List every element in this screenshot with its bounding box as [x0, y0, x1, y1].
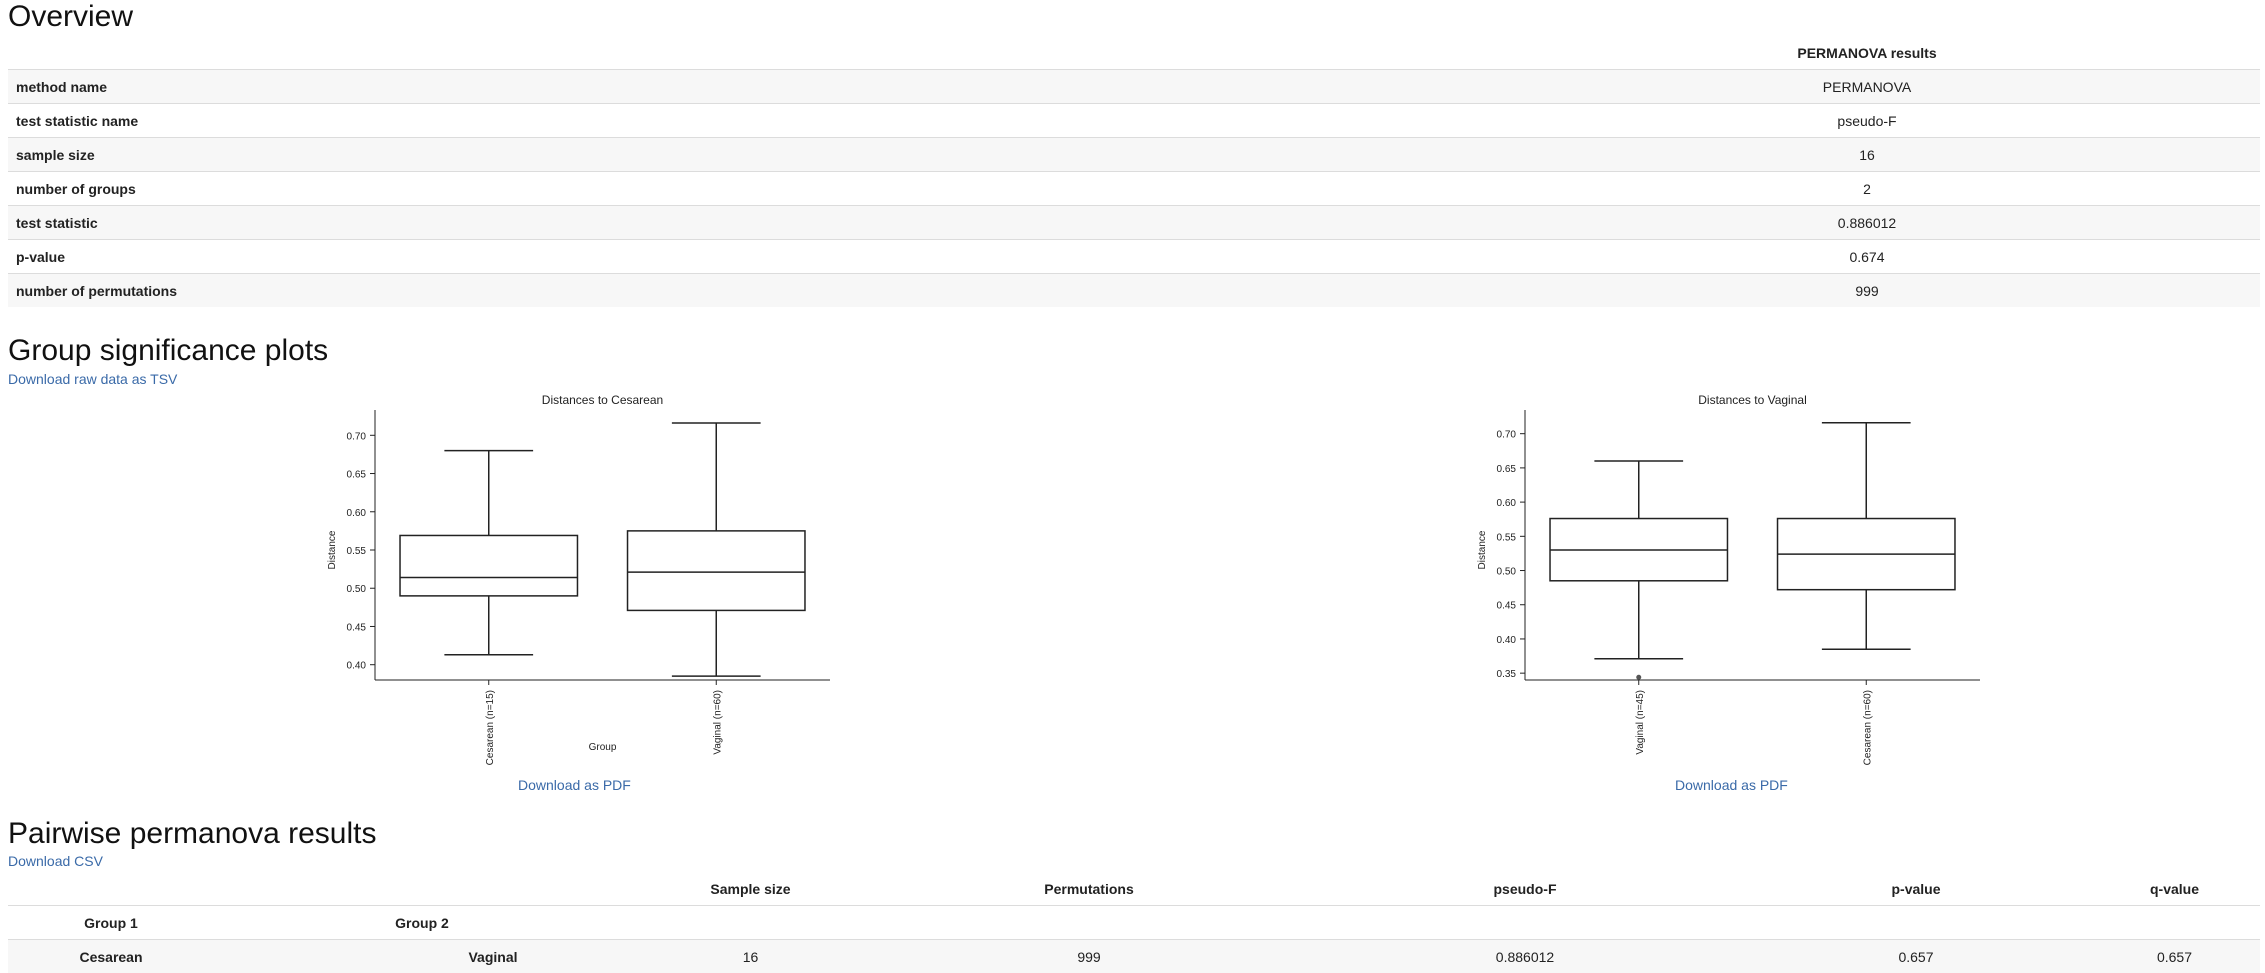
y-tick-label: 0.70: [1497, 430, 1517, 441]
overview-key: number of groups: [8, 171, 1474, 206]
overview-key: sample size: [8, 137, 1474, 172]
y-axis-label: Distance: [1477, 530, 1488, 569]
y-tick-label: 0.55: [347, 546, 367, 557]
overview-title: Overview: [8, 0, 134, 33]
y-tick-label: 0.50: [347, 584, 367, 595]
overview-value: 0.674: [1474, 239, 2260, 274]
cell-q-value: 0.657: [2089, 939, 2260, 973]
y-tick-label: 0.65: [347, 470, 367, 481]
outlier-point: [1636, 674, 1642, 680]
overview-value: 0.886012: [1474, 205, 2260, 240]
pairwise-title: Pairwise permanova results: [8, 817, 377, 850]
y-tick-label: 0.50: [1497, 567, 1517, 578]
overview-column-header: PERMANOVA results: [1797, 44, 1937, 61]
table-row: number of groups 2: [8, 171, 2260, 206]
y-tick-label: 0.60: [347, 508, 367, 519]
cell-permutations: 999: [871, 939, 1307, 973]
overview-key: number of permutations: [8, 273, 1474, 307]
download-tsv-link[interactable]: Download raw data as TSV: [8, 371, 178, 387]
table-row: test statistic name pseudo-F: [8, 103, 2260, 138]
cell-group1: Cesarean: [8, 939, 214, 973]
y-tick-label: 0.40: [347, 661, 367, 672]
x-tick-label: Vaginal (n=45): [1635, 690, 1646, 755]
cell-p-value: 0.657: [1743, 939, 2089, 973]
download-pdf-link-vaginal[interactable]: Download as PDF: [1675, 777, 1788, 793]
pairwise-header-row: Sample size Permutations pseudo-F p-valu…: [8, 872, 2260, 906]
table-row: p-value 0.674: [8, 239, 2260, 274]
y-axis-label: Distance: [327, 530, 338, 569]
table-row: test statistic 0.886012: [8, 205, 2260, 240]
x-tick-label: Vaginal (n=60): [712, 690, 723, 755]
y-tick-label: 0.55: [1497, 532, 1517, 543]
y-tick-label: 0.45: [347, 622, 367, 633]
chart-title: Distances to Vaginal: [1698, 393, 1807, 407]
box-iqr: [626, 530, 806, 612]
chart-title: Distances to Cesarean: [542, 393, 663, 407]
header-group2: Group 2: [214, 905, 630, 940]
overview-key: method name: [8, 69, 1474, 104]
boxplot-vaginal: Distances to Vaginal 0.35 0.40 0.45 0.50 0.55…: [1477, 393, 1980, 765]
y-tick-label: 0.45: [1497, 601, 1517, 612]
table-row: method name PERMANOVA: [8, 69, 2260, 104]
cell-group2: Vaginal: [214, 939, 630, 973]
cell-sample-size: 16: [630, 939, 871, 973]
cell-pseudo-f: 0.886012: [1307, 939, 1743, 973]
download-csv-link[interactable]: Download CSV: [8, 853, 103, 869]
header-q-value: q-value: [2149, 880, 2199, 897]
x-axis-label: Group: [589, 742, 617, 753]
y-tick-label: 0.40: [1497, 635, 1517, 646]
overview-key: test statistic name: [8, 103, 1474, 138]
x-tick-label: Cesarean (n=60): [1862, 690, 1873, 765]
x-tick-label: Cesarean (n=15): [485, 690, 496, 765]
header-permutations: Permutations: [1044, 880, 1134, 897]
download-pdf-link-cesarean[interactable]: Download as PDF: [518, 777, 631, 793]
y-tick-label: 0.65: [1497, 464, 1517, 475]
y-tick-label: 0.35: [1497, 669, 1517, 680]
header-p-value: p-value: [1891, 880, 1941, 897]
overview-table: PERMANOVA results method name PERMANOVA t…: [8, 36, 2260, 307]
overview-header-row: PERMANOVA results: [8, 36, 2260, 70]
header-sample-size: Sample size: [710, 880, 791, 897]
overview-value: 999: [1474, 273, 2260, 307]
pairwise-table: Sample size Permutations pseudo-F p-valu…: [8, 872, 2260, 973]
table-row: sample size 16: [8, 137, 2260, 172]
boxplot-cesarean: Distances to Cesarean 0.40 0.45 0.50 0.55 0.6…: [327, 393, 830, 765]
box-iqr: [399, 534, 579, 597]
overview-value: 2: [1474, 171, 2260, 206]
overview-key: p-value: [8, 239, 1474, 274]
overview-key: test statistic: [8, 205, 1474, 240]
y-tick-label: 0.70: [347, 431, 367, 442]
overview-value: 16: [1474, 137, 2260, 172]
header-group1: Group 1: [8, 905, 214, 940]
pairwise-subheader-row: Group 1 Group 2: [8, 905, 2260, 940]
header-pseudo-f: pseudo-F: [1493, 880, 1557, 897]
y-tick-label: 0.60: [1497, 498, 1517, 509]
significance-title: Group significance plots: [8, 334, 329, 367]
table-row: Cesarean Vaginal 16 999 0.886012 0.657 0…: [8, 939, 2260, 973]
overview-value: PERMANOVA: [1474, 69, 2260, 104]
table-row: number of permutations 999: [8, 273, 2260, 307]
overview-value: pseudo-F: [1474, 103, 2260, 138]
